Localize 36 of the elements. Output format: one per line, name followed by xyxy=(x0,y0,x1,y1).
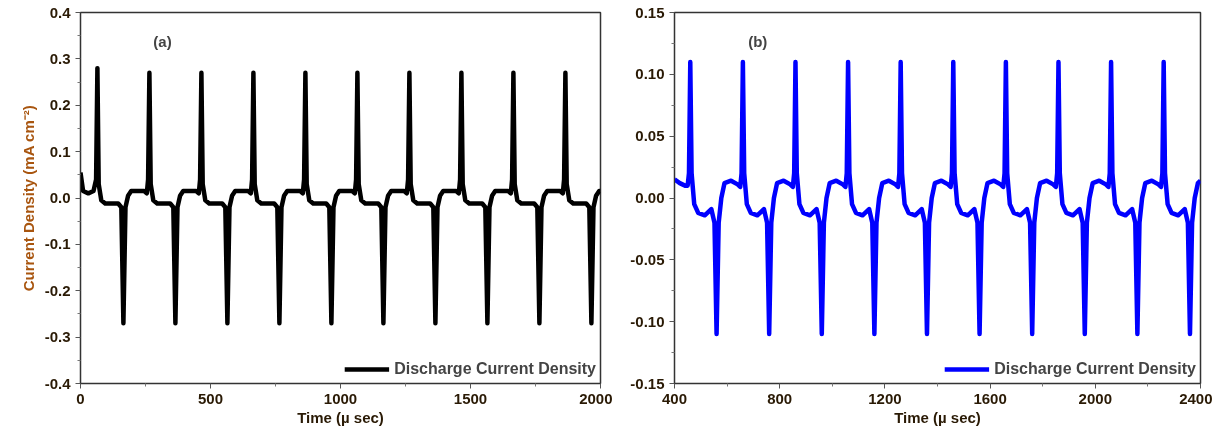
x-tick-label: 0 xyxy=(76,389,85,407)
x-tick-label: 1000 xyxy=(323,389,358,407)
x-tick-label: 1500 xyxy=(453,389,488,407)
x-tick-label: 2000 xyxy=(1078,389,1112,407)
legend-label: Discharge Current Density xyxy=(994,360,1196,378)
y-tick-label: 0.1 xyxy=(49,142,71,160)
y-tick-label: -0.2 xyxy=(44,281,71,299)
x-axis-title: Time (µ sec) xyxy=(894,408,981,426)
y-tick-label: -0.10 xyxy=(630,312,665,330)
y-tick-label: 0.4 xyxy=(49,3,72,21)
x-tick-label: 2000 xyxy=(579,389,613,407)
y-tick-label: 0.10 xyxy=(635,65,665,83)
y-tick-label: 0.15 xyxy=(635,3,665,21)
legend-label: Discharge Current Density xyxy=(394,360,596,378)
x-tick-label: 800 xyxy=(767,389,793,407)
y-tick-label: 0.00 xyxy=(635,189,665,206)
y-axis-title: Current Density (mA cm⁻²) xyxy=(19,105,37,292)
y-tick-label: -0.05 xyxy=(630,250,665,268)
annotation: (b) xyxy=(748,32,768,50)
x-tick-label: 400 xyxy=(661,389,688,407)
y-tick-label: 0.2 xyxy=(49,96,71,114)
y-tick-label: 0.05 xyxy=(635,127,665,145)
annotation: (a) xyxy=(153,32,172,50)
y-tick-label: 0.0 xyxy=(49,189,71,206)
x-tick-label: 1200 xyxy=(868,389,902,407)
y-tick-label: -0.3 xyxy=(44,328,71,346)
x-tick-label: 500 xyxy=(197,389,224,407)
y-tick-label: -0.15 xyxy=(630,374,665,392)
y-tick-label: -0.1 xyxy=(44,235,71,253)
line-series xyxy=(80,65,601,326)
x-tick-label: 2400 xyxy=(1179,389,1213,407)
y-tick-label: -0.4 xyxy=(44,374,72,392)
x-tick-label: 1600 xyxy=(973,389,1007,407)
line-series xyxy=(674,59,1201,337)
x-axis-title: Time (µ sec) xyxy=(297,408,384,426)
y-tick-label: 0.3 xyxy=(49,49,71,67)
